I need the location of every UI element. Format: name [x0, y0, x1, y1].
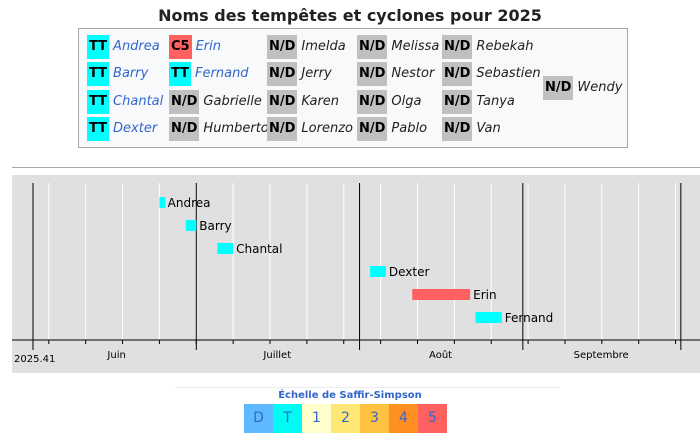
storm-bar-dexter — [370, 266, 386, 277]
name-entry-barry: TT Barry — [87, 61, 148, 86]
category-badge: N/D — [442, 89, 473, 114]
name-entry-andrea: TT Andrea — [87, 34, 160, 59]
storm-bar-barry — [185, 220, 197, 231]
name-entry-dexter: TT Dexter — [87, 116, 157, 141]
category-badge: TT — [87, 89, 110, 114]
category-badge: N/D — [169, 116, 200, 141]
storm-label-chantal: Chantal — [236, 242, 282, 256]
storm-name: Olga — [391, 94, 422, 109]
axis-start-label: 2025.41 — [14, 354, 55, 365]
storm-name: Lorenzo — [301, 121, 353, 136]
category-badge: N/D — [357, 61, 388, 86]
category-badge: TT — [87, 116, 110, 141]
page-title: Noms des tempêtes et cyclones pour 2025 — [158, 6, 542, 25]
category-badge: N/D — [357, 89, 388, 114]
category-badge: N/D — [267, 61, 298, 86]
name-entry-sebastien: N/D Sebastien — [442, 61, 541, 86]
scale-cell-3[interactable]: 3 — [360, 404, 389, 433]
storm-bar-andrea — [159, 197, 166, 208]
storm-name: Humberto — [203, 121, 269, 136]
storm-name: Wendy — [577, 80, 623, 95]
storm-name: Tanya — [476, 94, 515, 109]
category-badge: N/D — [267, 34, 298, 59]
storm-name: Melissa — [391, 39, 440, 54]
category-badge: C5 — [169, 34, 192, 59]
name-entry-gabrielle: N/D Gabrielle — [169, 89, 262, 114]
name-entry-van: N/D Van — [442, 116, 501, 141]
category-badge: N/D — [267, 116, 298, 141]
storm-name-link[interactable]: Dexter — [113, 121, 158, 136]
storm-name: Sebastien — [476, 66, 541, 81]
category-badge: N/D — [442, 116, 473, 141]
storm-name: Karen — [301, 94, 340, 109]
storm-label-andrea: Andrea — [168, 196, 211, 210]
storm-bar-erin — [412, 289, 471, 300]
category-badge: TT — [87, 61, 110, 86]
category-badge: TT — [87, 34, 110, 59]
category-badge: N/D — [169, 89, 200, 114]
scale-cell-5[interactable]: 5 — [418, 404, 447, 433]
name-entry-pablo: N/D Pablo — [357, 116, 427, 141]
storm-label-dexter: Dexter — [389, 265, 430, 279]
timeline-chart: 2025.41 Juin Juillet Août Septembre Andrea Bar… — [12, 183, 700, 365]
category-badge: N/D — [267, 89, 298, 114]
storm-name: Pablo — [391, 121, 428, 136]
name-entry-wendy: N/D Wendy — [543, 75, 622, 100]
name-entry-melissa: N/D Melissa — [357, 34, 439, 59]
storm-label-erin: Erin — [473, 288, 496, 302]
category-badge: N/D — [357, 116, 388, 141]
scale-cell-2[interactable]: 2 — [331, 404, 360, 433]
month-label: Juillet — [262, 350, 291, 361]
category-badge: TT — [169, 61, 192, 86]
storm-name: Imelda — [301, 39, 346, 54]
scale-cell-4[interactable]: 4 — [389, 404, 418, 433]
name-entry-tanya: N/D Tanya — [442, 89, 515, 114]
storm-label-fernand: Fernand — [505, 311, 554, 325]
storm-bar-chantal — [217, 243, 234, 254]
storm-name-link[interactable]: Chantal — [113, 94, 164, 109]
category-badge: N/D — [357, 34, 388, 59]
name-entry-fernand: TT Fernand — [169, 61, 249, 86]
scale-cell-1[interactable]: 1 — [302, 404, 331, 433]
name-entry-humberto: N/D Humberto — [169, 116, 269, 141]
legend-divider — [175, 387, 560, 388]
storm-bar-fernand — [475, 312, 502, 323]
scale-title[interactable]: Échelle de Saffir-Simpson — [278, 390, 422, 401]
storm-name: Gabrielle — [203, 94, 262, 109]
month-label: Août — [429, 349, 452, 361]
storm-name: Nestor — [391, 66, 435, 81]
scale-cell-d[interactable]: D — [244, 404, 273, 433]
scale-cell-t[interactable]: T — [273, 404, 302, 433]
storm-name-link[interactable]: Fernand — [195, 66, 249, 81]
storm-name-link[interactable]: Andrea — [113, 39, 160, 54]
name-entry-olga: N/D Olga — [357, 89, 421, 114]
name-entry-lorenzo: N/D Lorenzo — [267, 116, 353, 141]
name-entry-imelda: N/D Imelda — [267, 34, 346, 59]
name-entry-jerry: N/D Jerry — [267, 61, 332, 86]
name-entry-chantal: TT Chantal — [87, 89, 163, 114]
storm-names-table: TT Andrea TT Barry TT Chantal TT Dexter C5 Erin TT… — [78, 28, 628, 148]
storm-name-link[interactable]: Barry — [113, 66, 149, 81]
category-badge: N/D — [442, 34, 473, 59]
storm-name: Rebekah — [476, 39, 534, 54]
month-label: Septembre — [574, 350, 629, 361]
storm-name-link[interactable]: Erin — [195, 39, 222, 54]
category-badge: N/D — [442, 61, 473, 86]
storm-label-barry: Barry — [199, 219, 231, 233]
storm-name: Jerry — [301, 66, 332, 81]
storm-timeline: 2025.41 Juin Juillet Août Septembre Andrea Bar… — [12, 175, 700, 373]
month-label: Juin — [106, 350, 125, 361]
storm-name: Van — [476, 121, 501, 136]
name-entry-erin: C5 Erin — [169, 34, 221, 59]
name-entry-karen: N/D Karen — [267, 89, 339, 114]
name-entry-nestor: N/D Nestor — [357, 61, 434, 86]
name-entry-rebekah: N/D Rebekah — [442, 34, 533, 59]
category-badge: N/D — [543, 75, 574, 100]
divider — [12, 167, 700, 168]
